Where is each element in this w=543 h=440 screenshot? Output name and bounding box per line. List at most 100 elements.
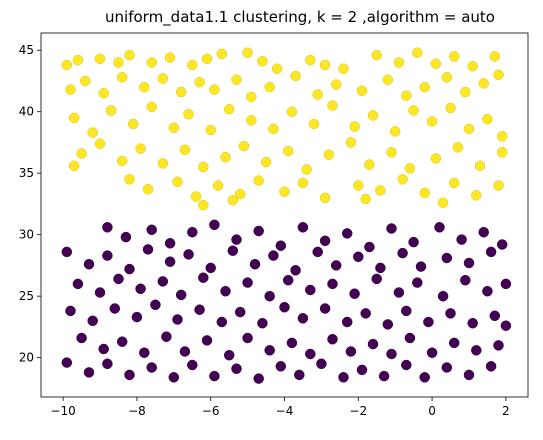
cluster-0-point-77 <box>238 140 250 152</box>
cluster-0-point-71 <box>116 155 128 167</box>
cluster-1-point-100 <box>426 347 438 358</box>
y-tick-label: 30 <box>19 228 34 242</box>
y-tick-label: 40 <box>19 105 34 119</box>
x-tick-label: −6 <box>202 404 220 418</box>
cluster-1-point-120 <box>401 359 412 371</box>
cluster-1-point-78 <box>423 316 434 328</box>
cluster-0-point-84 <box>386 147 397 158</box>
cluster-1-point-30 <box>290 265 301 276</box>
cluster-0-point-97 <box>253 175 264 186</box>
cluster-1-point-76 <box>382 319 394 330</box>
cluster-1-point-53 <box>349 288 360 299</box>
cluster-0-point-8 <box>201 53 213 65</box>
cluster-1-point-9 <box>297 222 309 233</box>
cluster-1-point-44 <box>157 276 169 287</box>
cluster-1-point-35 <box>397 247 408 259</box>
cluster-0-point-47 <box>87 127 98 138</box>
cluster-1-point-121 <box>419 372 430 383</box>
x-tick-label: −4 <box>276 404 294 418</box>
cluster-1-point-68 <box>216 316 228 328</box>
cluster-0-point-28 <box>139 81 150 93</box>
cluster-0-point-70 <box>94 138 106 149</box>
cluster-1-point-3 <box>164 238 176 249</box>
cluster-0-point-43 <box>441 72 453 83</box>
cluster-1-point-0 <box>102 222 113 233</box>
cluster-1-point-6 <box>231 234 242 245</box>
cluster-1-point-70 <box>257 317 268 329</box>
cluster-0-point-31 <box>194 76 205 88</box>
cluster-0-point-94 <box>190 191 202 202</box>
cluster-0-point-48 <box>105 105 117 116</box>
cluster-0-point-61 <box>367 110 379 121</box>
cluster-0-point-18 <box>412 47 423 58</box>
cluster-0-point-12 <box>271 63 283 74</box>
cluster-1-point-105 <box>83 367 95 378</box>
cluster-0-point-106 <box>471 190 482 201</box>
cluster-1-point-32 <box>330 260 342 271</box>
cluster-1-point-103 <box>493 340 504 351</box>
x-axis: −10 −8 −6 −4 −2 0 2 <box>50 397 510 418</box>
cluster-1-point-90 <box>223 349 235 361</box>
cluster-1-point-51 <box>305 284 316 296</box>
cluster-0-point-25 <box>80 75 91 87</box>
cluster-1-point-80 <box>467 317 478 329</box>
cluster-1-point-38 <box>463 257 475 269</box>
cluster-1-point-73 <box>319 303 331 314</box>
cluster-1-point-58 <box>460 274 471 286</box>
cluster-1-point-114 <box>275 361 287 372</box>
cluster-1-point-86 <box>139 347 150 358</box>
cluster-0-point-32 <box>209 84 220 95</box>
cluster-1-point-97 <box>367 338 379 350</box>
cluster-1-point-106 <box>102 358 113 370</box>
cluster-0-point-54 <box>223 103 235 115</box>
cluster-1-point-42 <box>113 273 124 285</box>
cluster-0-point-75 <box>198 161 209 173</box>
cluster-0-point-104 <box>419 187 430 199</box>
cluster-0-point-107 <box>493 180 504 191</box>
cluster-0-point-2 <box>94 53 106 65</box>
cluster-1-point-122 <box>441 362 453 373</box>
cluster-0-point-49 <box>127 118 139 130</box>
cluster-0-point-109 <box>227 194 239 206</box>
cluster-0-point-111 <box>437 197 449 208</box>
points-layer <box>61 47 512 384</box>
cluster-0-point-72 <box>135 143 146 154</box>
cluster-1-point-56 <box>412 277 423 288</box>
cluster-0-point-80 <box>301 164 312 175</box>
y-axis: 20 25 30 35 40 45 <box>19 43 41 365</box>
cluster-0-point-52 <box>183 108 194 120</box>
cluster-0-point-53 <box>205 124 216 136</box>
cluster-0-point-98 <box>279 186 290 197</box>
cluster-1-point-5 <box>209 219 220 231</box>
cluster-1-point-11 <box>341 228 353 239</box>
cluster-1-point-89 <box>201 335 213 346</box>
cluster-1-point-115 <box>294 369 305 381</box>
cluster-0-point-100 <box>319 192 331 204</box>
cluster-1-point-94 <box>305 348 316 360</box>
cluster-1-point-24 <box>164 256 176 267</box>
cluster-1-point-46 <box>198 272 209 283</box>
cluster-1-point-66 <box>172 314 183 325</box>
cluster-1-point-87 <box>161 331 172 342</box>
cluster-1-point-108 <box>146 362 157 373</box>
cluster-0-point-45 <box>478 78 489 89</box>
cluster-1-point-52 <box>327 278 338 290</box>
cluster-0-point-69 <box>76 148 87 159</box>
cluster-0-point-93 <box>172 176 183 188</box>
cluster-1-point-54 <box>371 273 382 285</box>
cluster-0-point-40 <box>382 74 394 85</box>
cluster-1-point-59 <box>482 285 493 297</box>
cluster-0-point-4 <box>124 49 135 61</box>
cluster-1-point-40 <box>72 278 84 290</box>
cluster-1-point-25 <box>183 249 194 260</box>
cluster-0-point-64 <box>426 116 438 127</box>
cluster-1-point-21 <box>102 250 113 261</box>
cluster-0-point-44 <box>460 86 471 98</box>
cluster-1-point-2 <box>146 224 157 236</box>
cluster-1-point-63 <box>109 303 121 314</box>
y-tick-label: 35 <box>19 166 34 180</box>
cluster-0-point-39 <box>356 85 368 97</box>
cluster-0-point-82 <box>345 137 357 148</box>
cluster-1-point-79 <box>445 308 456 319</box>
